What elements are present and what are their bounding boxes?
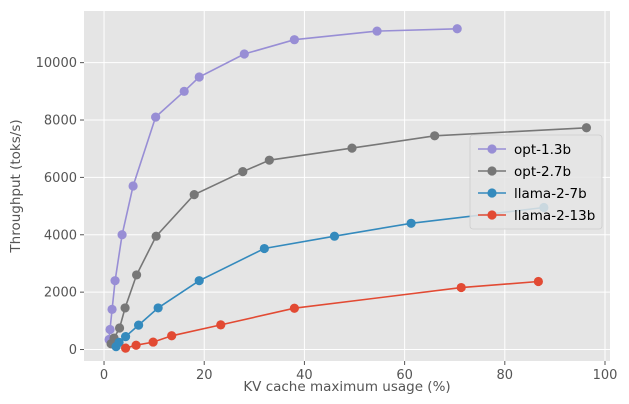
data-point — [107, 304, 117, 314]
data-point — [167, 331, 177, 341]
data-point — [329, 231, 340, 241]
data-point — [179, 86, 189, 96]
y-tick-label: 10000 — [36, 56, 77, 71]
series-llama-2-7b — [111, 202, 549, 352]
x-axis-label: KV cache maximum usage (%) — [243, 379, 450, 395]
x-axis: 0 20 40 60 80 100 — [100, 361, 618, 383]
data-point — [264, 155, 274, 165]
legend-swatch-marker — [487, 188, 497, 198]
data-point — [151, 231, 161, 241]
x-tick-label: 80 — [497, 368, 514, 383]
y-tick-label: 2000 — [44, 286, 77, 301]
legend-entry-label: llama-2-7b — [514, 186, 587, 202]
data-point — [153, 303, 163, 313]
data-point — [452, 24, 462, 34]
legend-entry-label: llama-2-13b — [514, 208, 595, 224]
x-tick-label: 60 — [396, 368, 413, 383]
data-point — [105, 324, 115, 335]
data-point — [128, 181, 138, 191]
y-tick-label: 0 — [69, 343, 77, 358]
data-point — [120, 332, 131, 342]
data-point — [456, 282, 466, 293]
data-point — [372, 26, 382, 36]
y-tick-label: 6000 — [44, 171, 77, 186]
data-point — [533, 276, 543, 287]
y-axis: 0 2000 4000 6000 8000 10000 — [36, 56, 84, 358]
x-tick-label: 40 — [296, 368, 313, 383]
x-tick-label: 100 — [593, 368, 618, 383]
data-point — [238, 167, 248, 177]
data-point — [239, 49, 249, 59]
data-point — [151, 112, 161, 122]
data-point — [131, 340, 141, 350]
data-point — [289, 303, 299, 313]
y-tick-label: 4000 — [44, 228, 77, 243]
data-point — [581, 123, 592, 133]
data-point — [347, 143, 357, 153]
data-point — [189, 190, 199, 200]
data-point — [134, 320, 144, 330]
legend-box — [469, 134, 603, 230]
legend-entry-label: opt-1.3b — [514, 142, 571, 158]
data-point — [194, 72, 204, 82]
x-tick-label: 0 — [100, 368, 108, 383]
data-point — [114, 337, 124, 347]
data-point — [259, 243, 269, 254]
data-point — [430, 131, 440, 141]
data-point — [120, 343, 131, 353]
y-axis-label: Throughput (toks/s) — [8, 119, 24, 253]
data-point — [406, 218, 416, 228]
data-point — [148, 337, 158, 347]
legend: opt-1.3b opt-2.7b llama-2-7b llama-2-13b — [469, 134, 603, 230]
data-point — [110, 276, 120, 286]
series-layer — [104, 24, 592, 353]
legend-entry-label: opt-2.7b — [514, 164, 571, 180]
data-point — [216, 320, 226, 330]
legend-swatch-marker — [487, 144, 497, 154]
x-tick-label: 20 — [196, 368, 213, 383]
y-tick-label: 8000 — [44, 114, 77, 129]
series-llama-2-13b — [120, 276, 543, 353]
legend-swatch-marker — [487, 210, 497, 220]
data-point — [132, 270, 142, 280]
legend-swatch-marker — [487, 166, 497, 176]
data-point — [114, 323, 125, 333]
data-point — [117, 230, 127, 240]
series-opt-2.7b — [106, 123, 592, 349]
data-point — [289, 35, 299, 45]
data-point — [120, 303, 130, 313]
data-point — [194, 276, 204, 286]
